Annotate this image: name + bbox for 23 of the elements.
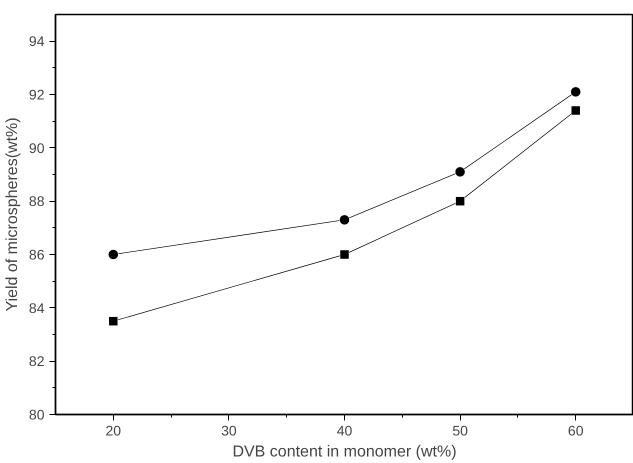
x-tick-label: 60 — [568, 422, 584, 438]
point — [340, 250, 350, 260]
x-tick-label: 30 — [221, 422, 237, 438]
point — [108, 249, 119, 260]
y-tick-label: 84 — [28, 300, 45, 316]
y-tick-label: 88 — [28, 193, 45, 210]
y-axis-title: Yield of microspheres(wt%) — [4, 117, 21, 312]
x-tick-label: 50 — [452, 422, 468, 438]
point — [570, 106, 580, 116]
y-tick-label: 90 — [28, 140, 45, 156]
y-tick-label: 80 — [28, 406, 45, 422]
point — [454, 166, 466, 178]
y-tick-label: 82 — [28, 353, 45, 370]
x-tick-label: 20 — [106, 422, 122, 438]
x-tick-label: 40 — [336, 422, 352, 438]
y-tick-label: 86 — [28, 246, 45, 262]
y-tick-label: 94 — [28, 33, 45, 50]
y-tick-label: 92 — [28, 86, 45, 102]
point — [570, 86, 581, 98]
point — [339, 214, 350, 226]
point — [108, 316, 118, 326]
point — [455, 196, 465, 206]
x-axis-title: DVB content in monomer (wt%) — [232, 444, 457, 460]
